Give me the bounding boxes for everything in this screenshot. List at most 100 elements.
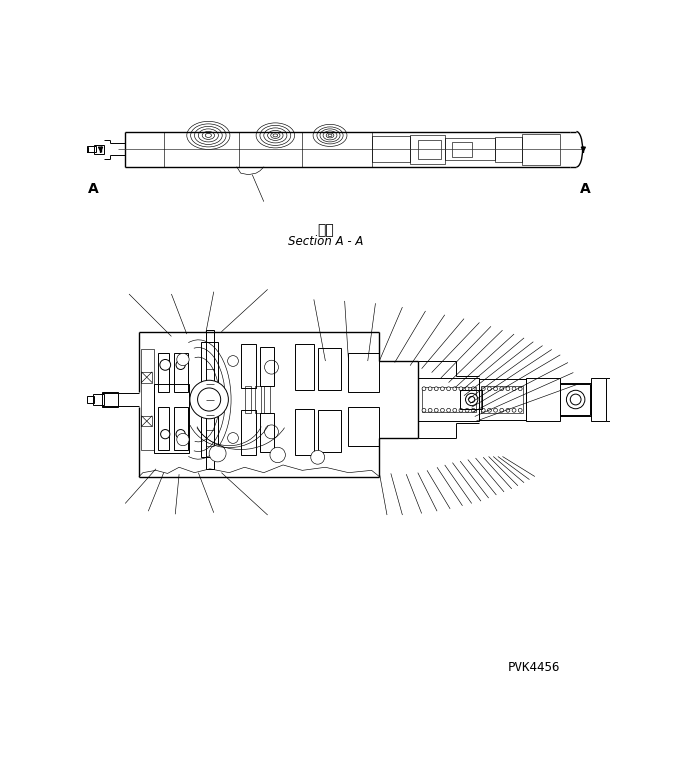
Circle shape — [435, 408, 438, 412]
Text: 断面: 断面 — [317, 223, 334, 237]
Bar — [348, 353, 379, 392]
Bar — [254, 385, 260, 414]
Bar — [452, 141, 472, 157]
Ellipse shape — [187, 122, 230, 149]
Ellipse shape — [194, 126, 222, 145]
Text: A: A — [88, 182, 98, 196]
Bar — [422, 387, 475, 412]
Circle shape — [160, 430, 170, 439]
Circle shape — [422, 408, 426, 412]
Ellipse shape — [317, 127, 343, 144]
Circle shape — [209, 445, 226, 462]
Circle shape — [500, 408, 504, 412]
Ellipse shape — [268, 131, 283, 141]
Bar — [445, 138, 495, 160]
Circle shape — [459, 387, 463, 391]
Ellipse shape — [271, 132, 280, 138]
Circle shape — [506, 387, 510, 391]
Bar — [560, 382, 591, 417]
Ellipse shape — [326, 133, 334, 138]
Ellipse shape — [260, 125, 291, 145]
Bar — [87, 146, 96, 152]
Text: Section A - A: Section A - A — [288, 235, 363, 248]
Bar — [479, 379, 526, 420]
Bar — [371, 136, 410, 162]
Bar — [318, 410, 341, 452]
Ellipse shape — [323, 131, 337, 140]
Ellipse shape — [256, 123, 294, 148]
Circle shape — [265, 425, 278, 439]
Circle shape — [488, 408, 492, 412]
Bar — [173, 353, 188, 392]
Ellipse shape — [205, 133, 211, 138]
Circle shape — [177, 434, 189, 446]
Circle shape — [228, 433, 239, 444]
Circle shape — [311, 451, 324, 464]
Bar — [87, 396, 95, 404]
Bar — [294, 344, 314, 391]
Bar — [82, 147, 88, 151]
Ellipse shape — [202, 131, 214, 139]
Circle shape — [571, 394, 581, 405]
Bar — [481, 385, 524, 414]
Bar — [95, 145, 105, 154]
Circle shape — [500, 387, 504, 391]
Bar — [410, 135, 445, 164]
Bar — [93, 394, 105, 405]
Bar — [141, 371, 152, 382]
Bar — [318, 348, 341, 391]
Circle shape — [512, 387, 516, 391]
Circle shape — [488, 387, 492, 391]
Bar — [201, 341, 218, 384]
Bar — [526, 378, 560, 421]
Circle shape — [265, 360, 278, 374]
Bar — [460, 391, 481, 409]
Circle shape — [494, 408, 498, 412]
Circle shape — [481, 387, 485, 391]
Circle shape — [190, 380, 228, 419]
Circle shape — [453, 408, 457, 412]
Bar — [591, 378, 607, 421]
Bar — [294, 409, 314, 455]
Bar — [245, 385, 252, 414]
Circle shape — [435, 387, 438, 391]
Bar — [560, 384, 590, 415]
Circle shape — [465, 408, 469, 412]
Bar — [418, 378, 479, 421]
Bar — [418, 140, 441, 158]
Circle shape — [176, 360, 185, 369]
Bar — [241, 411, 256, 455]
Ellipse shape — [264, 128, 287, 143]
Circle shape — [506, 408, 510, 412]
Bar — [201, 415, 218, 458]
Circle shape — [447, 408, 451, 412]
Circle shape — [494, 387, 498, 391]
Circle shape — [453, 387, 457, 391]
Circle shape — [471, 387, 475, 391]
Ellipse shape — [273, 134, 277, 137]
Bar — [158, 408, 169, 450]
Circle shape — [465, 387, 469, 391]
Text: A: A — [580, 182, 591, 196]
Circle shape — [469, 397, 475, 403]
Circle shape — [428, 387, 432, 391]
Circle shape — [518, 408, 522, 412]
Ellipse shape — [320, 129, 340, 142]
Circle shape — [228, 355, 239, 366]
Circle shape — [428, 408, 432, 412]
Circle shape — [481, 408, 485, 412]
Bar — [348, 408, 379, 446]
Text: PVK4456: PVK4456 — [508, 661, 560, 674]
Bar — [154, 384, 189, 454]
Circle shape — [518, 387, 522, 391]
Circle shape — [466, 394, 478, 406]
Bar — [260, 414, 274, 452]
Circle shape — [198, 388, 221, 411]
Bar — [495, 137, 522, 161]
Circle shape — [441, 387, 444, 391]
Circle shape — [160, 359, 171, 370]
Circle shape — [512, 408, 516, 412]
Circle shape — [447, 387, 451, 391]
Bar — [158, 353, 169, 392]
Circle shape — [176, 430, 185, 439]
